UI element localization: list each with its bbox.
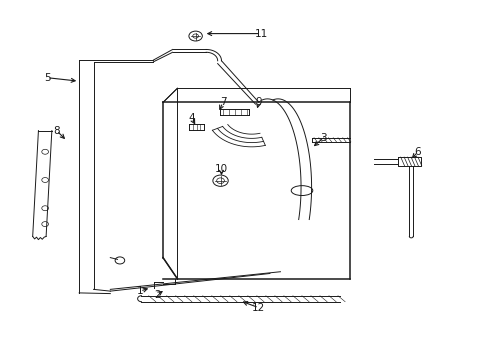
Text: 12: 12 [252, 303, 265, 313]
Text: 7: 7 [219, 98, 226, 107]
Text: 3: 3 [320, 133, 326, 143]
Text: 8: 8 [53, 126, 60, 136]
Text: 1: 1 [137, 286, 143, 296]
Text: 11: 11 [254, 28, 267, 39]
Text: 2: 2 [154, 290, 160, 300]
Text: 6: 6 [414, 147, 421, 157]
Text: 5: 5 [43, 73, 50, 83]
Text: 4: 4 [188, 113, 195, 123]
Text: 10: 10 [215, 165, 227, 174]
Text: 9: 9 [255, 98, 262, 107]
